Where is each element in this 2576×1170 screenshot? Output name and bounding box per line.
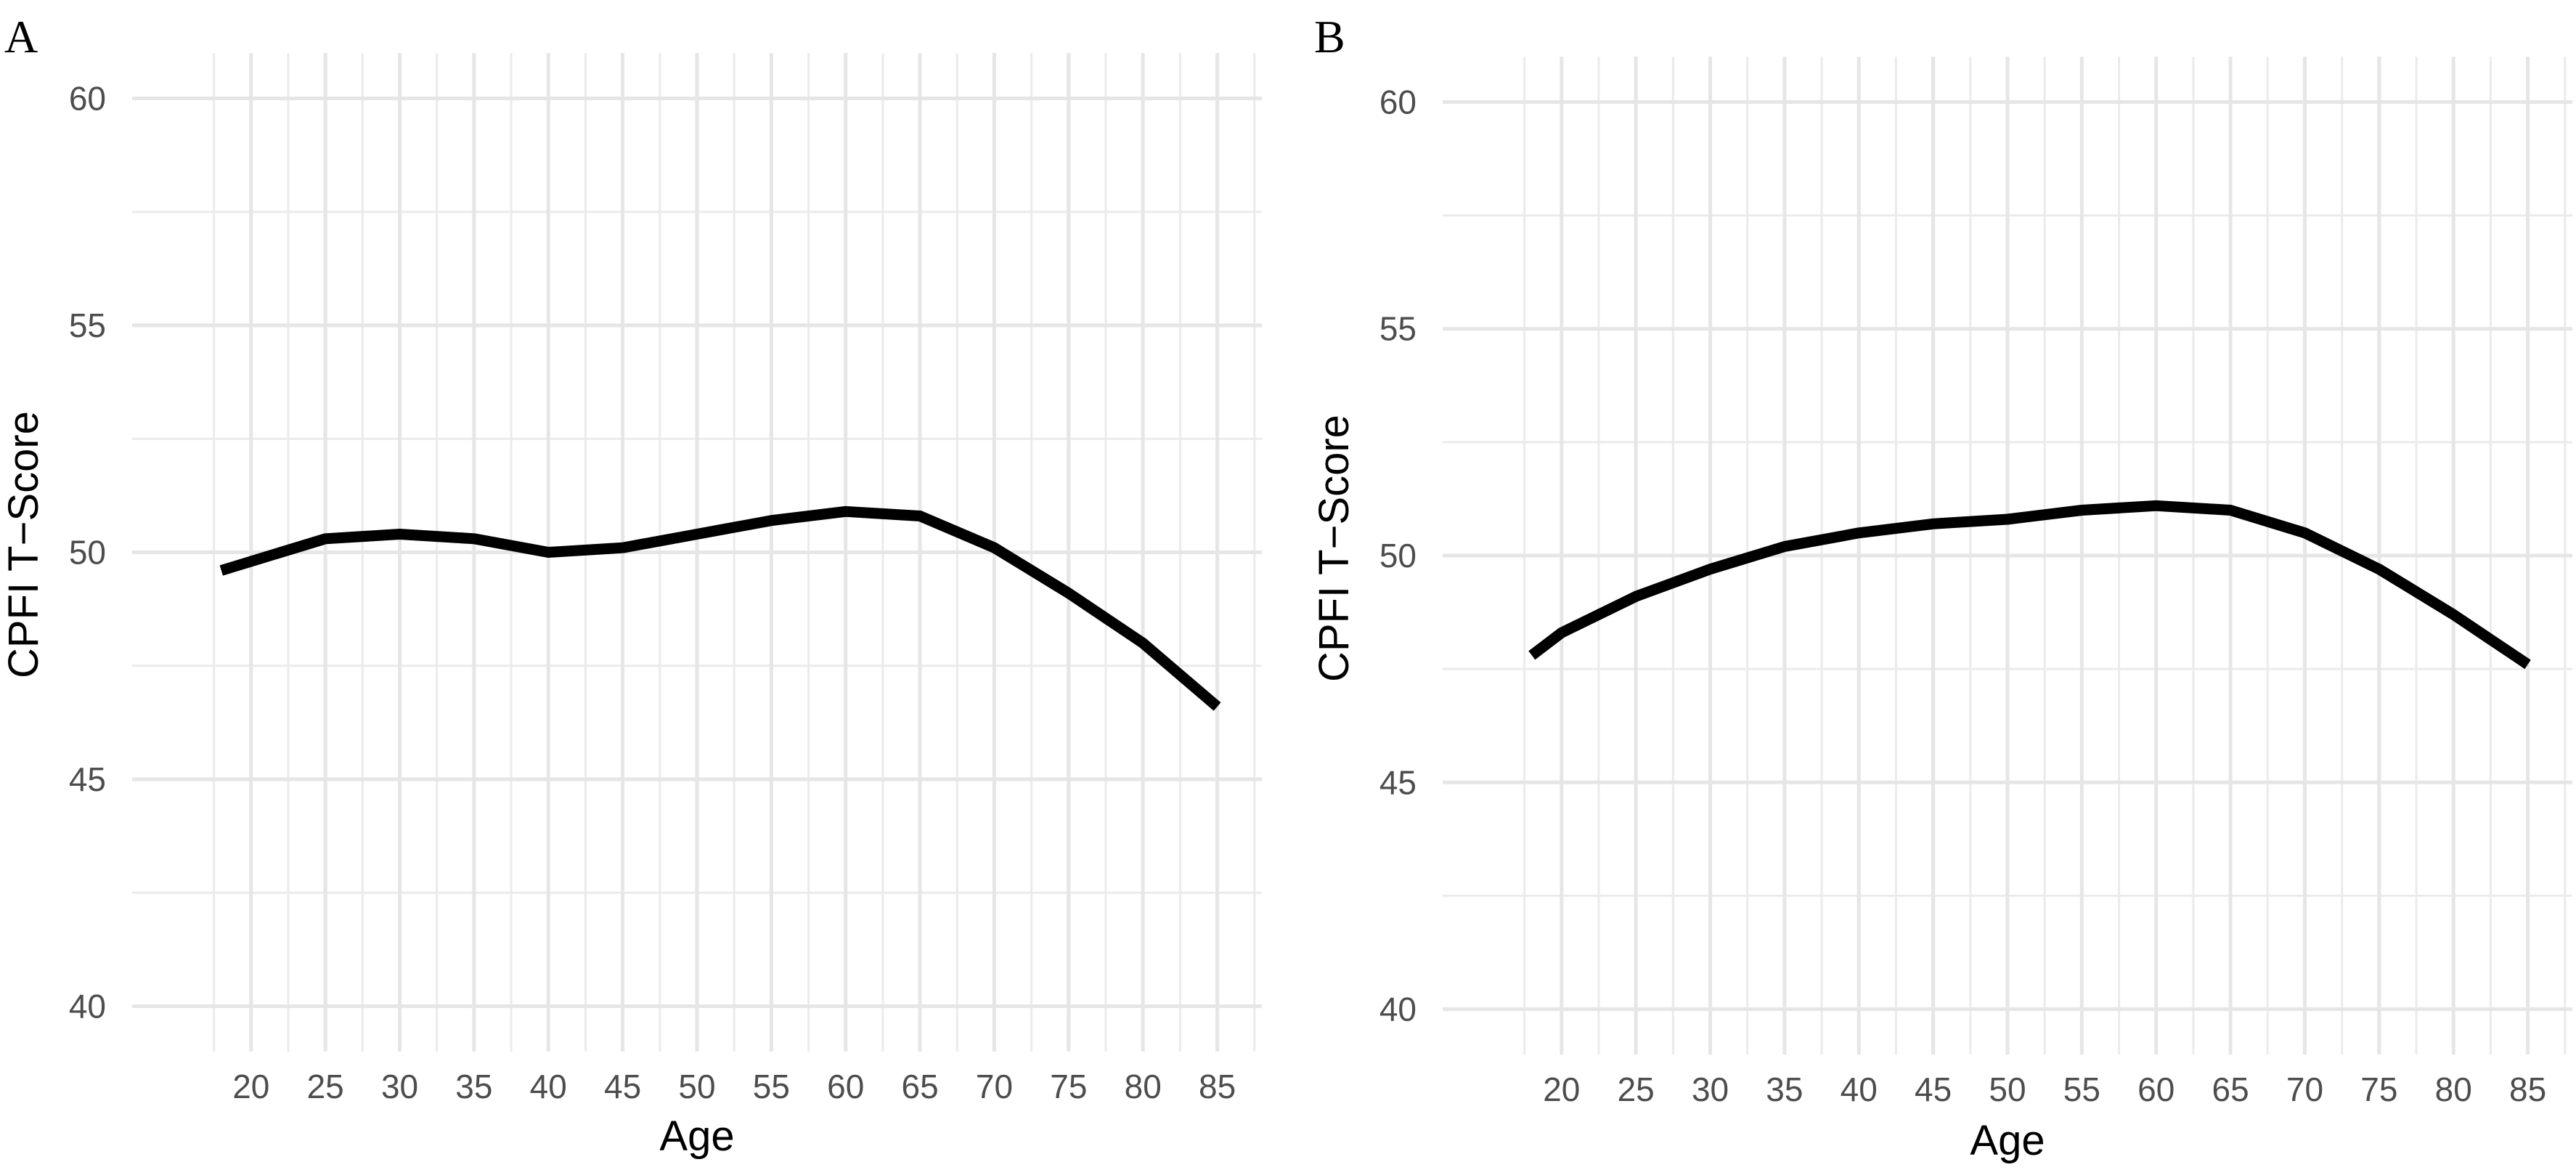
panel-a-tag: A [4, 11, 38, 62]
panel-a-x-tick-label: 30 [381, 1068, 418, 1105]
panel-a-x-tick-label: 55 [753, 1068, 790, 1105]
panel-a-x-tick-label: 35 [455, 1068, 492, 1105]
panel-a-x-tick-label: 80 [1125, 1068, 1162, 1105]
panel-a-x-tick-label: 20 [232, 1068, 269, 1105]
panel-b-y-tick-label: 60 [1379, 83, 1417, 121]
panel-a-x-tick-label: 70 [976, 1068, 1013, 1105]
panel-b-x-tick-label: 60 [2137, 1071, 2174, 1108]
panel-b-x-tick-label: 40 [1841, 1071, 1878, 1108]
panel-b-y-tick-label: 40 [1379, 991, 1417, 1028]
panel-a-x-tick-label: 65 [902, 1068, 939, 1105]
panel-a-y-tick-label: 40 [69, 988, 106, 1025]
panel-b-x-tick-label: 45 [1915, 1071, 1952, 1108]
panel-b-grid [1443, 57, 2572, 1055]
panel-a-line [219, 505, 1221, 711]
panel-b-y-axis-title: CPFI T−Score [1311, 415, 1358, 682]
panel-a-x-tick-label: 50 [678, 1068, 715, 1105]
panel-b-x-tick-label: 85 [2509, 1071, 2546, 1108]
panel-b-x-tick-label: 50 [1989, 1071, 2026, 1108]
panel-a-x-tick-label: 60 [827, 1068, 864, 1105]
panel-a-x-tick-label: 75 [1050, 1068, 1087, 1105]
panel-b-y-tick-label: 45 [1379, 763, 1417, 801]
panel-a-grid [132, 53, 1262, 1052]
panel-b-line [1528, 500, 2531, 670]
panel-a-y-tick-label: 55 [69, 306, 106, 344]
panel-a-x-tick-label: 45 [604, 1068, 641, 1105]
panel-a-y-ticks: 40 45 50 55 60 [69, 80, 106, 1025]
panel-a-x-tick-label: 40 [530, 1068, 567, 1105]
panel-a-x-tick-label: 85 [1199, 1068, 1236, 1105]
panel-b-y-tick-label: 50 [1379, 537, 1417, 574]
panel-b-x-tick-label: 30 [1692, 1071, 1729, 1108]
panel-b-x-tick-label: 75 [2360, 1071, 2397, 1108]
panel-b-x-axis-title: Age [1970, 1117, 2045, 1164]
panel-a-y-tick-label: 60 [69, 80, 106, 118]
panel-a-x-ticks: 20 25 30 35 40 45 50 55 60 65 70 75 80 85 [232, 1068, 1236, 1105]
panel-b-x-ticks: 20 25 30 35 40 45 50 55 60 65 70 75 80 85 [1543, 1071, 2546, 1108]
panel-a-y-tick-label: 50 [69, 534, 106, 572]
panel-b-x-tick-label: 35 [1766, 1071, 1803, 1108]
panel-b-x-tick-label: 20 [1543, 1071, 1580, 1108]
panel-b-y-tick-label: 55 [1379, 310, 1417, 348]
panel-b-tag: B [1314, 11, 1345, 62]
panel-a: A 40 45 50 55 60 20 25 30 35 40 45 50 55 60 65 70 75 80 8… [0, 11, 1262, 1160]
panel-b-x-tick-label: 80 [2435, 1071, 2472, 1108]
panel-b-x-tick-label: 65 [2212, 1071, 2249, 1108]
panel-b-y-ticks: 40 45 50 55 60 [1379, 83, 1417, 1028]
panel-a-y-tick-label: 45 [69, 760, 106, 798]
panel-b-x-tick-label: 25 [1618, 1071, 1655, 1108]
panel-a-x-tick-label: 25 [307, 1068, 344, 1105]
panel-a-y-axis-title: CPFI T−Score [0, 411, 47, 678]
panel-b: B 40 45 50 55 60 20 25 30 35 40 45 50 55 60 65 70 75 80 8… [1311, 11, 2572, 1164]
panel-b-x-tick-label: 70 [2286, 1071, 2323, 1108]
panel-b-x-tick-label: 55 [2063, 1071, 2100, 1108]
panel-a-x-axis-title: Age [659, 1113, 734, 1160]
